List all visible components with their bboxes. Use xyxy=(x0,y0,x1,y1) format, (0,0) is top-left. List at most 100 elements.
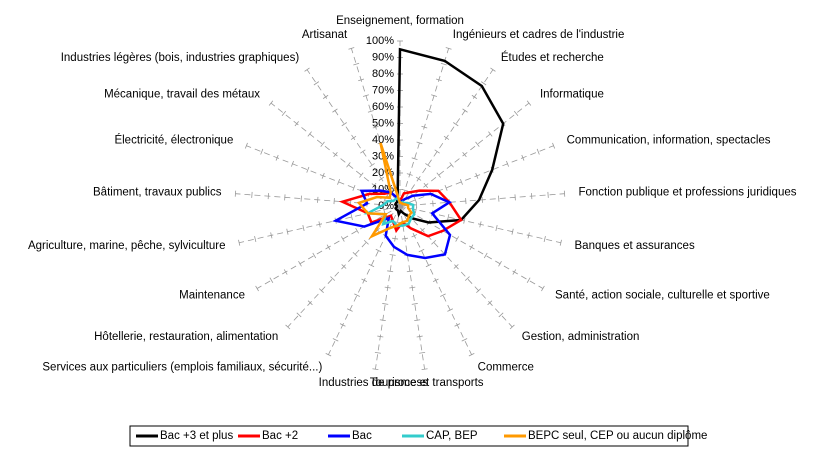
tick-mark xyxy=(307,300,313,306)
tick-mark xyxy=(352,184,356,191)
tick-mark xyxy=(372,125,379,129)
tick-mark xyxy=(469,244,474,251)
tick-mark xyxy=(409,286,416,289)
tick-mark xyxy=(361,278,368,282)
category-label: Études et recherche xyxy=(501,51,604,64)
tick-mark xyxy=(526,100,532,106)
tick-mark xyxy=(320,141,325,147)
tick-mark xyxy=(453,264,459,269)
tick-mark xyxy=(359,172,364,178)
category-label: Bâtiment, travaux publics xyxy=(93,187,222,199)
tick-mark xyxy=(414,319,421,322)
tick-mark xyxy=(255,285,259,292)
tick-mark xyxy=(426,110,433,113)
tick-mark xyxy=(358,78,365,82)
tick-mark xyxy=(379,319,386,322)
tick-mark xyxy=(440,62,447,66)
category-label: Enseignement, formation xyxy=(336,15,464,27)
category-label: Communication, information, spectacles xyxy=(567,135,771,147)
tick-mark xyxy=(449,162,454,168)
tick-mark xyxy=(434,149,440,154)
tick-mark xyxy=(330,276,336,281)
tick-mark xyxy=(512,269,517,275)
tick-mark xyxy=(418,248,425,253)
tick-mark xyxy=(341,264,347,269)
tick-mark xyxy=(353,62,360,66)
y-tick-label: 0% xyxy=(378,200,394,212)
tick-mark xyxy=(459,178,463,185)
tick-mark xyxy=(559,239,562,246)
tick-mark xyxy=(397,204,403,208)
tick-mark xyxy=(283,269,288,275)
y-tick-label: 100% xyxy=(366,35,394,47)
tick-mark xyxy=(285,324,291,330)
tick-mark xyxy=(521,154,525,161)
tick-mark xyxy=(340,236,345,242)
tick-mark xyxy=(435,78,442,82)
tick-mark xyxy=(377,335,384,338)
tick-mark xyxy=(488,131,493,137)
tick-mark xyxy=(455,236,460,242)
tick-mark xyxy=(440,293,446,297)
tick-mark xyxy=(475,141,480,147)
tick-mark xyxy=(411,157,418,160)
tick-mark xyxy=(447,214,450,221)
tick-mark xyxy=(281,110,287,117)
tick-mark xyxy=(476,288,482,294)
tick-mark xyxy=(389,254,396,256)
tick-mark xyxy=(480,81,487,86)
tick-mark xyxy=(436,172,441,178)
tick-mark xyxy=(348,47,355,50)
category-label: Santé, action sociale, culturelle et spo… xyxy=(555,290,770,302)
tick-mark xyxy=(322,94,329,99)
tick-mark xyxy=(527,232,530,239)
tick-mark xyxy=(513,110,519,117)
tick-mark xyxy=(462,151,467,158)
category-label: Artisanat xyxy=(302,29,348,41)
tick-mark xyxy=(244,142,248,149)
tick-mark xyxy=(462,108,468,113)
series-line xyxy=(356,142,413,240)
tick-mark xyxy=(431,239,437,245)
category-label: Électricité, électronique xyxy=(114,134,233,147)
tick-mark xyxy=(375,248,382,253)
tick-mark xyxy=(302,225,305,232)
tick-mark xyxy=(298,260,302,267)
tick-mark xyxy=(347,308,353,312)
tick-mark xyxy=(363,239,369,245)
tick-mark xyxy=(416,335,423,338)
tick-mark xyxy=(360,149,366,154)
legend-label: Bac xyxy=(352,430,372,442)
tick-mark xyxy=(362,94,369,97)
tick-mark xyxy=(384,286,391,289)
tick-mark xyxy=(372,368,379,370)
tick-mark xyxy=(294,121,299,127)
tick-mark xyxy=(346,162,351,168)
tick-mark xyxy=(372,182,377,189)
tick-mark xyxy=(468,352,475,357)
tick-mark xyxy=(411,234,418,238)
tick-mark xyxy=(392,237,399,240)
tick-mark xyxy=(326,244,331,251)
y-tick-label: 50% xyxy=(372,117,394,129)
y-tick-label: 70% xyxy=(372,84,394,96)
tick-mark xyxy=(406,270,413,273)
tick-mark xyxy=(306,166,310,173)
category-label: Hôtellerie, restauration, alimentation xyxy=(94,331,278,343)
tick-mark xyxy=(536,148,540,155)
tick-mark xyxy=(543,236,546,243)
tick-mark xyxy=(421,125,428,129)
tick-mark xyxy=(423,182,428,189)
tick-mark xyxy=(350,135,357,140)
tick-mark xyxy=(479,221,482,228)
tick-mark xyxy=(401,237,408,240)
tick-mark xyxy=(415,176,422,181)
tick-mark xyxy=(318,221,321,228)
tick-mark xyxy=(291,160,294,167)
tick-mark xyxy=(332,338,339,342)
tick-mark xyxy=(275,154,279,161)
tick-mark xyxy=(421,368,428,370)
tick-mark xyxy=(350,214,353,221)
tick-mark xyxy=(368,263,375,268)
tick-mark xyxy=(387,270,394,273)
